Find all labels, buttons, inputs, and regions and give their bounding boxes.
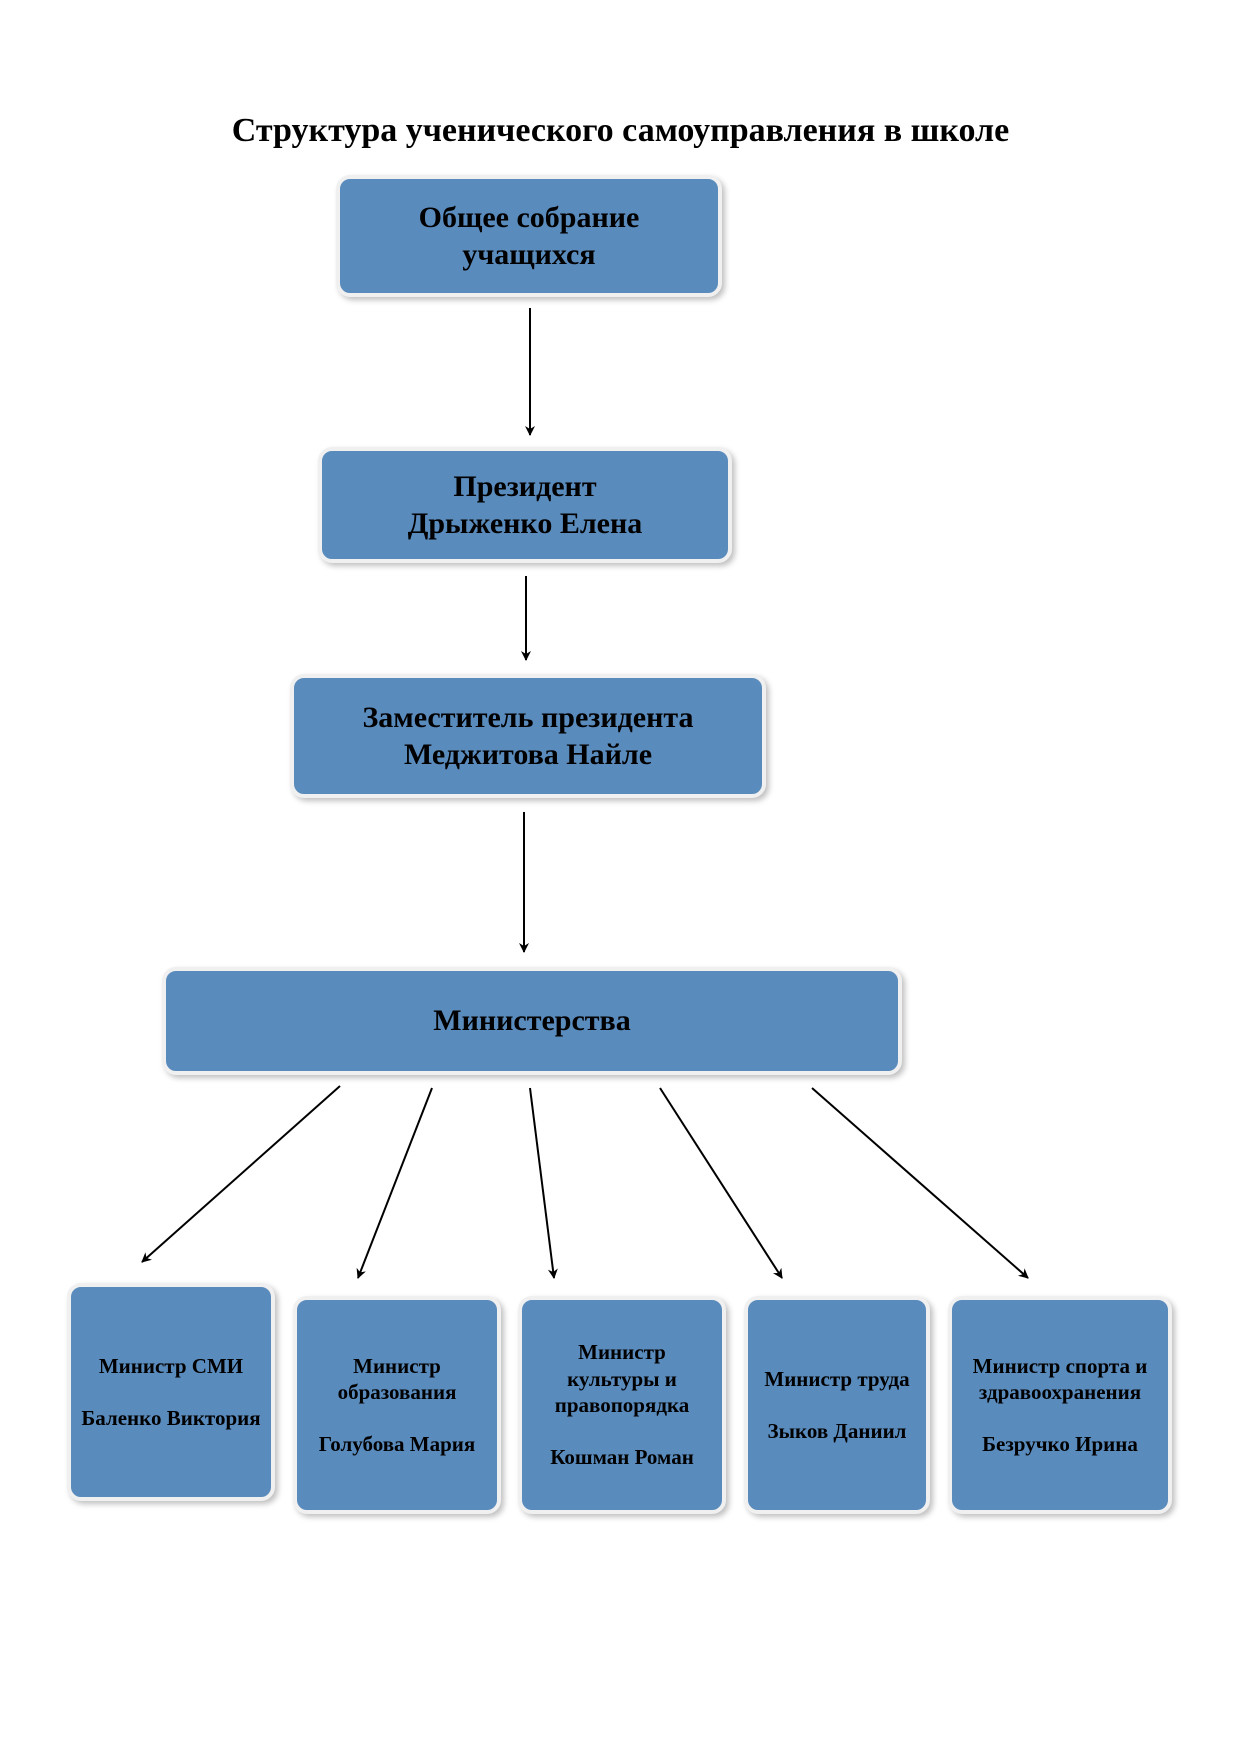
node-minister-media: Министр СМИ Баленко Виктория [67, 1283, 275, 1501]
arrow [530, 1088, 554, 1278]
node-president: Президент Дрыженко Елена [318, 447, 732, 563]
node-label-line2: учащихся [462, 236, 595, 274]
node-minister-role: Министр культуры и правопорядка [532, 1339, 712, 1418]
node-minister-person: Безручко Ирина [982, 1431, 1138, 1457]
node-minister-education: Министр образования Голубова Мария [293, 1296, 501, 1514]
node-label-line1: Министерства [433, 1002, 630, 1040]
node-minister-person: Зыков Даниил [768, 1418, 907, 1444]
node-ministries: Министерства [162, 967, 902, 1075]
node-minister-culture: Министр культуры и правопорядка Кошман Р… [518, 1296, 726, 1514]
node-label-line1: Заместитель президента [362, 699, 693, 737]
node-minister-person: Голубова Мария [319, 1431, 476, 1457]
node-minister-labor: Министр труда Зыков Даниил [744, 1296, 930, 1514]
node-minister-role: Министр труда [764, 1366, 909, 1392]
arrow [660, 1088, 782, 1278]
node-label-line1: Президент [453, 468, 596, 506]
node-minister-role: Министр спорта и здравоохранения [962, 1353, 1158, 1406]
node-vice-president: Заместитель президента Меджитова Найле [290, 674, 766, 798]
arrow [142, 1086, 340, 1262]
arrow [358, 1088, 432, 1278]
node-label-line2: Меджитова Найле [404, 736, 652, 774]
node-minister-sport: Министр спорта и здравоохранения Безручк… [948, 1296, 1172, 1514]
node-minister-role: Министр СМИ [99, 1353, 243, 1379]
node-minister-role: Министр образования [307, 1353, 487, 1406]
diagram-title: Структура ученического самоуправления в … [0, 112, 1241, 150]
node-label-line2: Дрыженко Елена [408, 505, 643, 543]
node-label-line1: Общее собрание [419, 199, 640, 237]
node-general-assembly: Общее собрание учащихся [336, 175, 722, 297]
arrow [812, 1088, 1028, 1278]
node-minister-person: Баленко Виктория [81, 1405, 260, 1431]
node-minister-person: Кошман Роман [550, 1444, 694, 1470]
